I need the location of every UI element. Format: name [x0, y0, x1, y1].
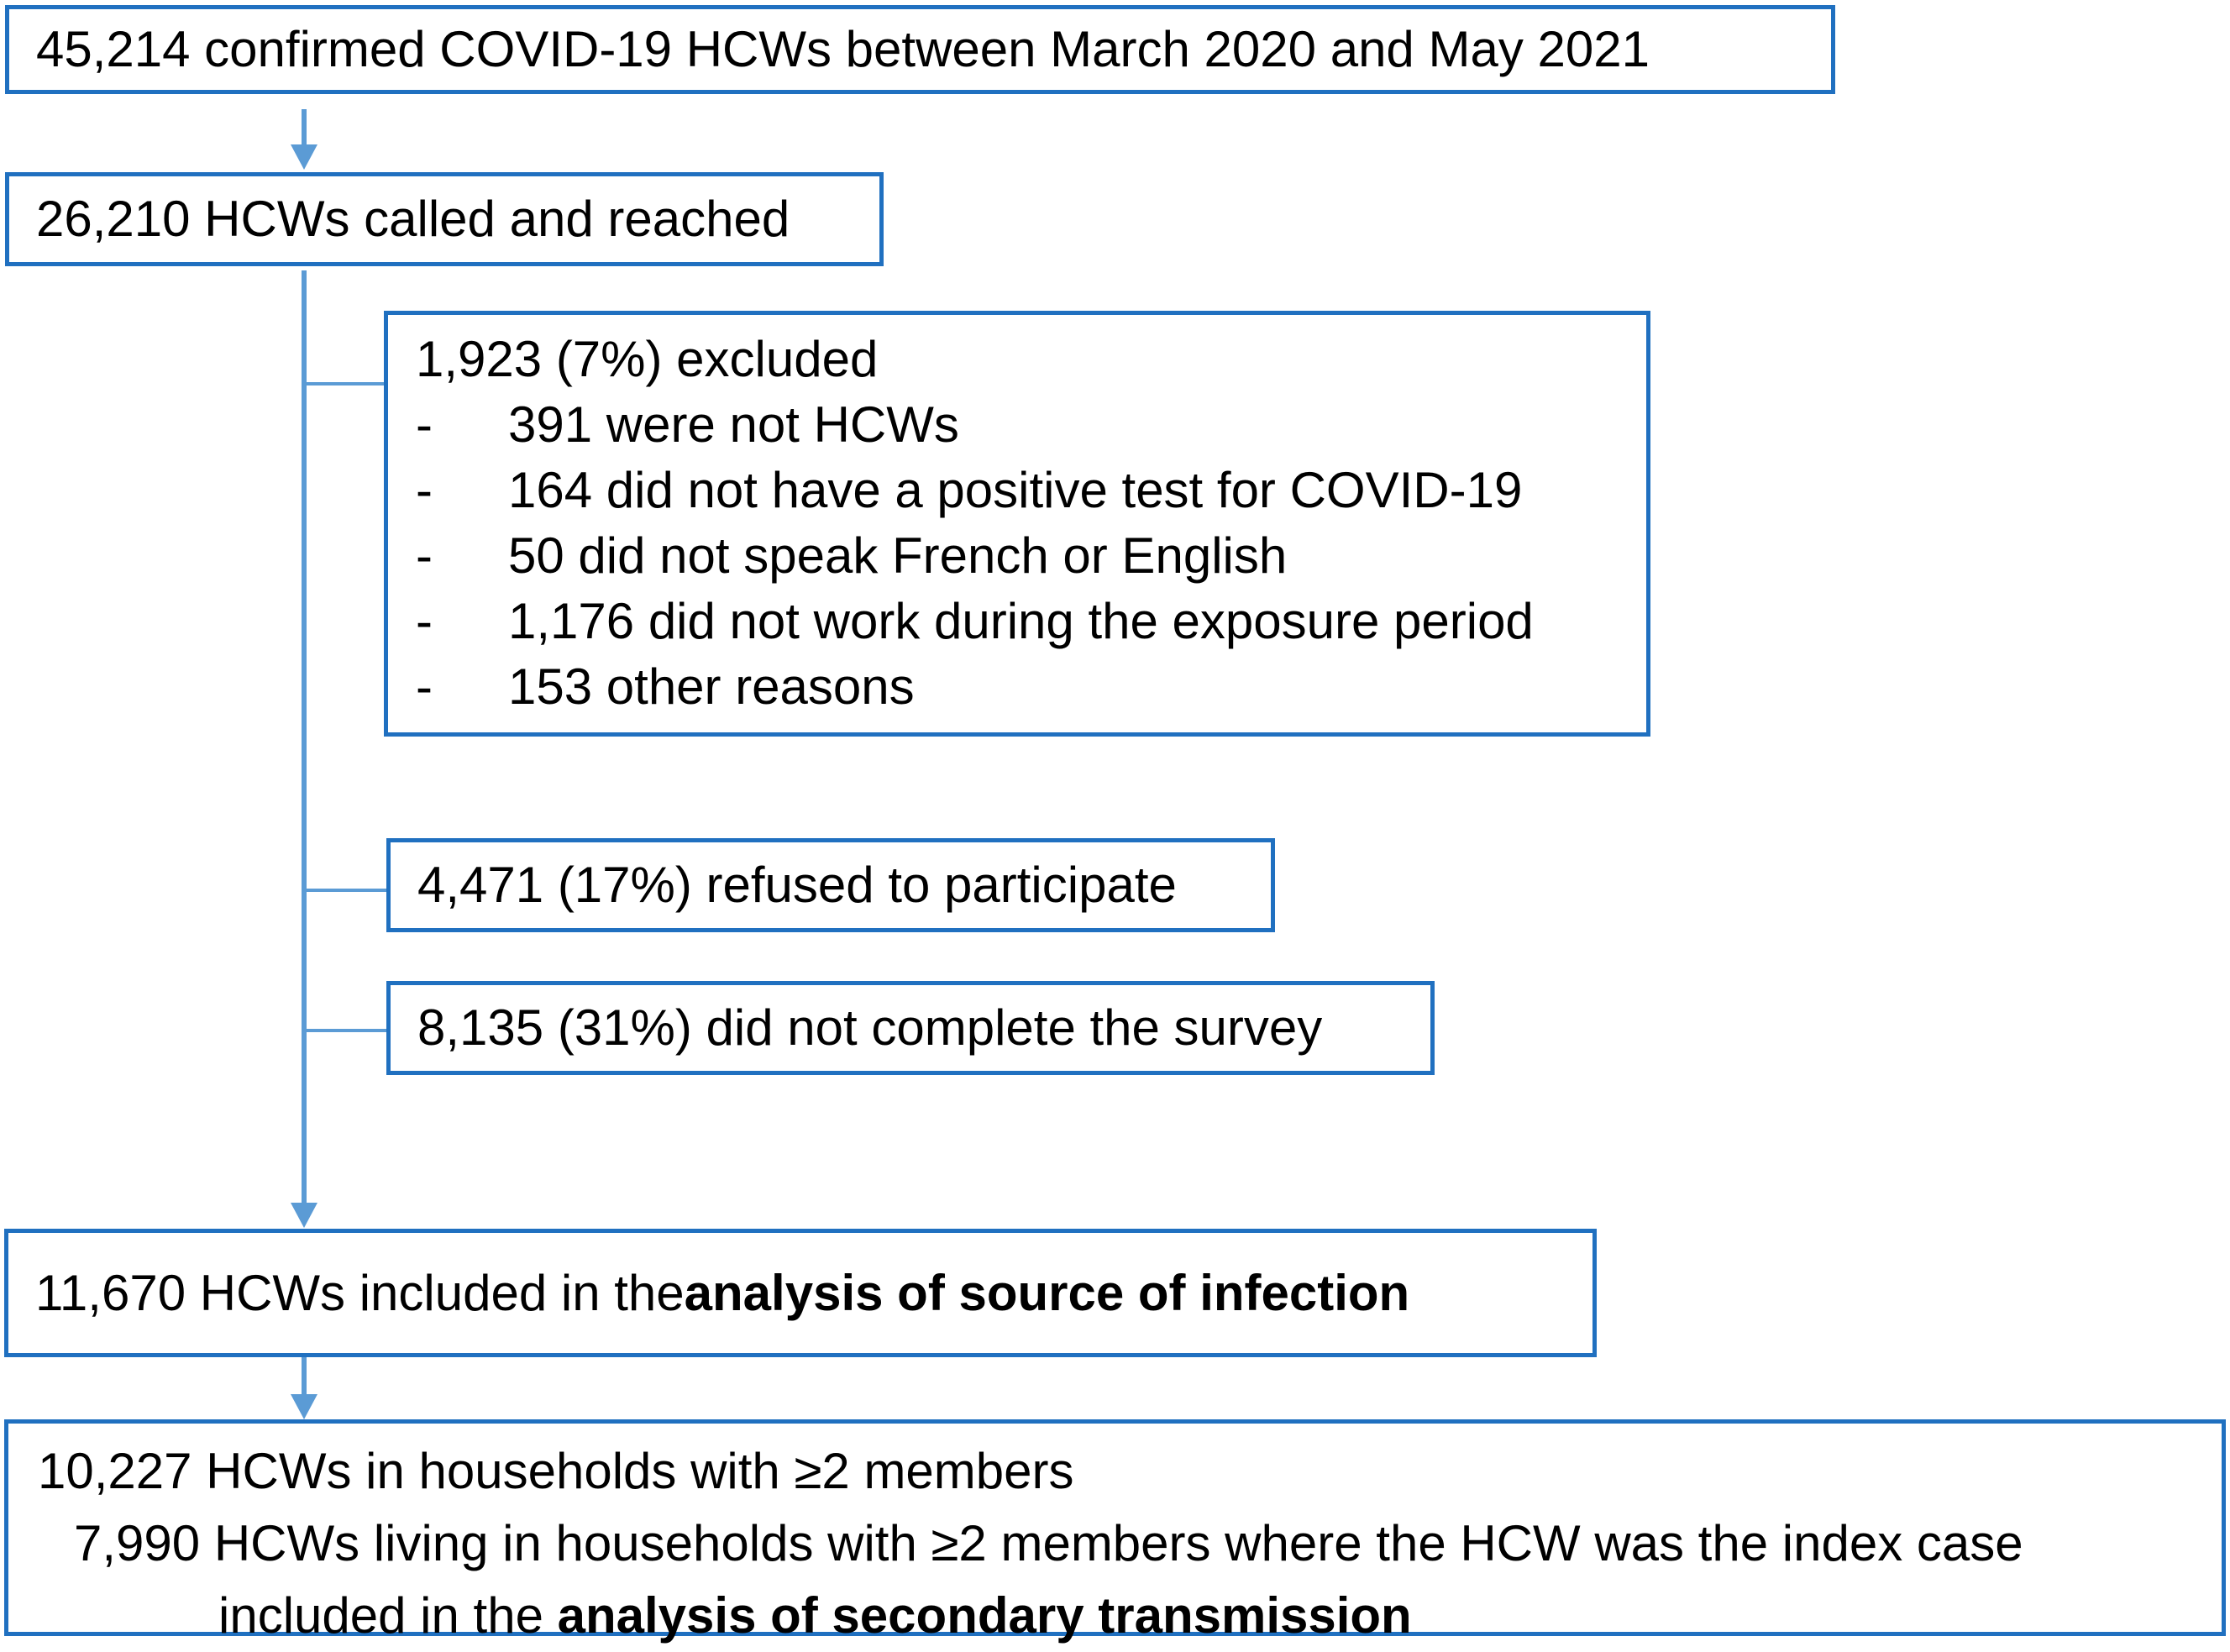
arrow-down-head-icon	[291, 1394, 317, 1419]
branch-line-refused	[304, 889, 386, 892]
household-line2: 7,990 HCWs living in households with ≥2 …	[74, 1515, 2023, 1571]
branch-line-incomplete	[304, 1029, 386, 1032]
excluded-item-text: 1,176 did not work during the exposure p…	[508, 593, 1534, 649]
box-source-analysis-text: 11,670 HCWs included in the	[35, 1264, 685, 1321]
household-line3: included in the analysis of secondary tr…	[8, 1580, 2222, 1652]
box-incomplete-survey: 8,135 (31%) did not complete the survey	[386, 981, 1435, 1075]
box-source-analysis-bold-text: analysis of source of infection	[684, 1264, 1410, 1321]
list-item: - 50 did not speak French or English	[416, 523, 1629, 589]
box-confirmed-hcws: 45,214 confirmed COVID-19 HCWs between M…	[5, 5, 1835, 94]
list-item: - 164 did not have a positive test for C…	[416, 458, 1629, 523]
household-line3-bold: analysis of secondary transmission	[557, 1587, 1412, 1644]
box-called-reached: 26,210 HCWs called and reached	[5, 172, 884, 266]
arrow-down-head-icon	[291, 144, 317, 170]
dash-bullet: -	[416, 527, 433, 584]
box-incomplete-survey-text: 8,135 (31%) did not complete the survey	[417, 999, 1323, 1056]
branch-line-excluded	[304, 382, 384, 385]
flow-trunk-line	[302, 270, 307, 1204]
household-line1: 10,227 HCWs in households with ≥2 member…	[38, 1443, 1074, 1499]
box-called-reached-text: 26,210 HCWs called and reached	[36, 191, 790, 247]
excluded-list: 1,923 (7%) excluded - 391 were not HCWs …	[388, 315, 1646, 720]
arrow-down-head-icon	[291, 1203, 317, 1228]
excluded-item-text: 391 were not HCWs	[508, 396, 959, 453]
dash-bullet: -	[416, 462, 433, 518]
box-excluded: 1,923 (7%) excluded - 391 were not HCWs …	[384, 311, 1650, 737]
box-source-analysis: 11,670 HCWs included in the analysis of …	[4, 1229, 1597, 1357]
box-refused: 4,471 (17%) refused to participate	[386, 838, 1275, 932]
excluded-title: 1,923 (7%) excluded	[416, 331, 879, 387]
list-item: - 153 other reasons	[416, 654, 1629, 720]
household-line3-normal: included in the	[218, 1587, 558, 1644]
excluded-item-text: 164 did not have a positive test for COV…	[508, 462, 1523, 518]
arrow-down-icon	[302, 109, 307, 146]
household-text-block: 10,227 HCWs in households with ≥2 member…	[8, 1424, 2222, 1652]
list-item: - 1,176 did not work during the exposure…	[416, 589, 1629, 654]
dash-bullet: -	[416, 658, 433, 715]
list-item: - 391 were not HCWs	[416, 392, 1629, 458]
excluded-item-text: 50 did not speak French or English	[508, 527, 1288, 584]
box-refused-text: 4,471 (17%) refused to participate	[417, 857, 1177, 913]
excluded-item-text: 153 other reasons	[508, 658, 915, 715]
arrow-down-icon	[302, 1357, 307, 1396]
box-household-transmission: 10,227 HCWs in households with ≥2 member…	[4, 1419, 2226, 1644]
box-confirmed-hcws-text: 45,214 confirmed COVID-19 HCWs between M…	[36, 21, 1650, 77]
dash-bullet: -	[416, 593, 433, 649]
dash-bullet: -	[416, 396, 433, 453]
